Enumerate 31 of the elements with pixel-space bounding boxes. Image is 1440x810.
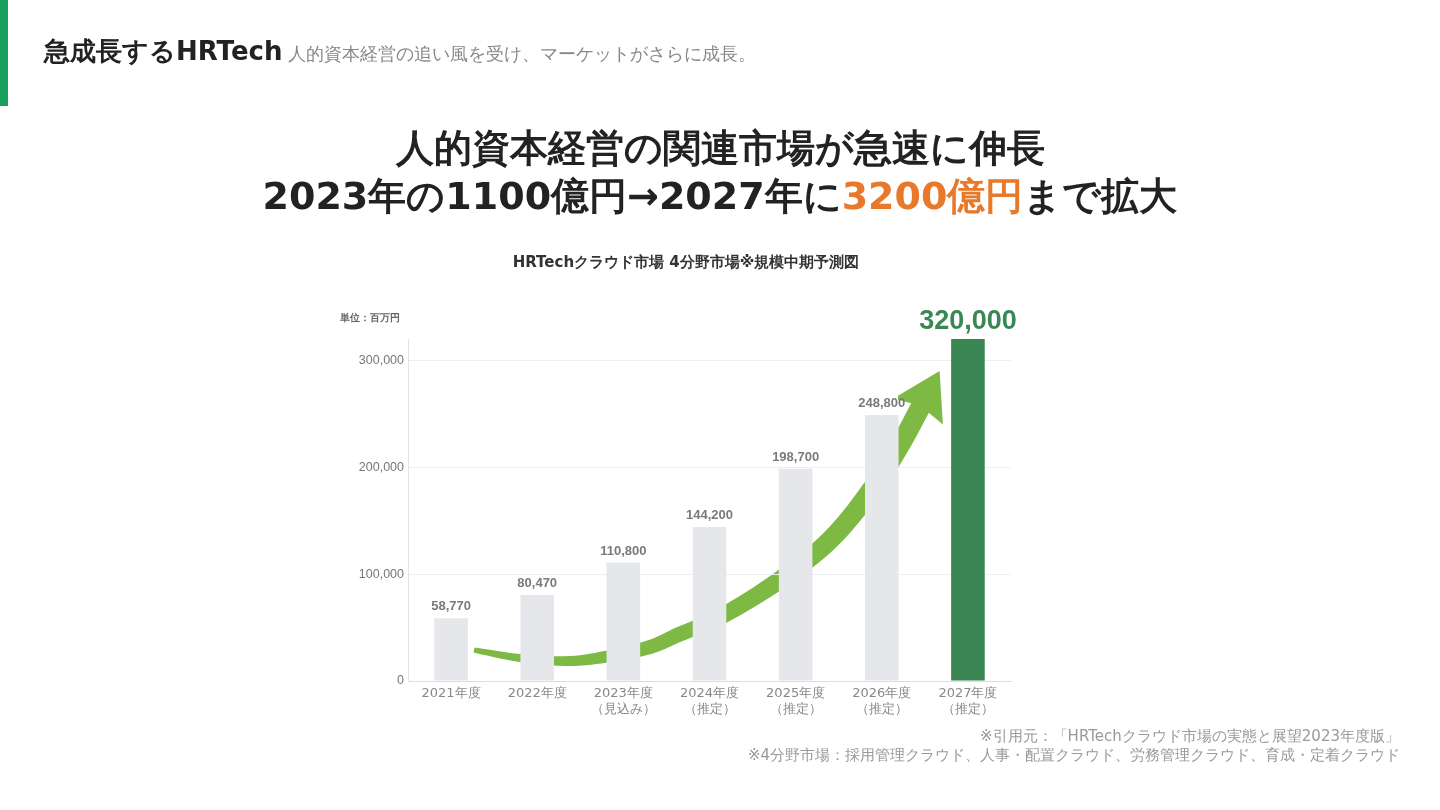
text: ※4分野市場：採用管理クラウド、人事・配置クラウド、労務管理クラウド、育成・定着クラウド [747,746,1400,765]
text: 急成長するHRTech [44,36,283,66]
bar [434,618,468,681]
y-tick-label: 0 [397,673,405,688]
data-label: 198,700 [772,448,820,464]
data-label: 320,000 [919,304,1017,335]
y-axis-title: 単位：百万円 [339,311,400,323]
data-label: 144,200 [686,506,733,522]
x-tick-label: 2024年度（推定） [679,685,740,716]
y-tick-label: 200,000 [358,459,405,474]
data-label: 58,770 [431,598,471,614]
x-tick-label: 2023年度（見込み） [590,685,656,716]
text: まで拡大 [1023,174,1178,218]
text: 人的資本経営の関連市場が急速に伸長 [394,125,1046,172]
x-tick-label: 2026年度（推定） [852,685,912,716]
text: 3200億円 [841,174,1024,218]
data-label: 80,470 [517,575,558,591]
x-tick-label: 2025年度（推定） [766,685,826,716]
x-tick-label: 2022年度 [507,685,567,701]
y-tick-label: 300,000 [358,352,405,367]
x-tick-label: 2021年度 [421,685,481,701]
data-label: 110,800 [600,542,647,558]
bar [951,339,985,681]
data-label: 248,800 [858,395,906,411]
text: ※引用元：「HRTechクラウド市場の実態と展望2023年度版」 [979,727,1400,746]
x-tick-label: 2027年度（推定） [938,685,998,716]
y-tick-label: 100,000 [358,566,405,581]
text: 人的資本経営の追い風を受け、マーケットがさらに成長。 [288,43,757,64]
text: 2023年の1100億円→2027年に [262,174,842,218]
chart-title: HRTechクラウド市場 4分野市場※規模中期予測図 [512,252,860,271]
bar [520,595,555,681]
